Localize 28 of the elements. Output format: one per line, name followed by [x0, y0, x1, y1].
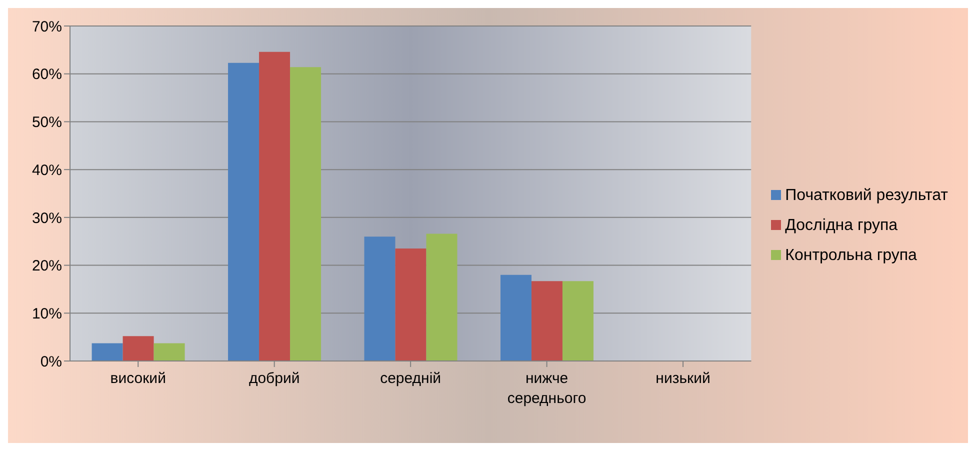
bar	[154, 343, 185, 361]
legend-label: Контрольна група	[785, 246, 917, 264]
bar	[290, 67, 322, 361]
x-tick-label: низький	[656, 370, 710, 387]
bar	[531, 281, 562, 361]
bar	[92, 343, 123, 361]
x-tick-label: високий	[110, 370, 166, 387]
y-tick-label: 50%	[32, 114, 62, 132]
bar	[426, 234, 458, 361]
bar	[500, 274, 532, 361]
bar	[259, 52, 290, 361]
legend-label: Початковий результат	[785, 186, 948, 204]
y-tick-label: 40%	[32, 162, 62, 179]
y-tick-label: 20%	[32, 258, 62, 275]
x-tick-label: середній	[380, 370, 442, 387]
x-tick-label: нижче середнього	[507, 370, 586, 407]
y-tick-label: 0%	[40, 353, 62, 370]
y-tick-label: 70%	[32, 18, 62, 36]
y-tick-label: 10%	[32, 305, 62, 322]
bar	[395, 248, 426, 361]
y-tick-label: 60%	[32, 66, 62, 84]
bar	[228, 62, 260, 361]
x-tick-label: добрий	[248, 370, 300, 387]
bar	[364, 236, 396, 361]
bar	[562, 281, 594, 361]
bar	[122, 336, 154, 361]
legend-label: Дослідна група	[785, 216, 898, 234]
y-tick-label: 30%	[32, 210, 62, 227]
